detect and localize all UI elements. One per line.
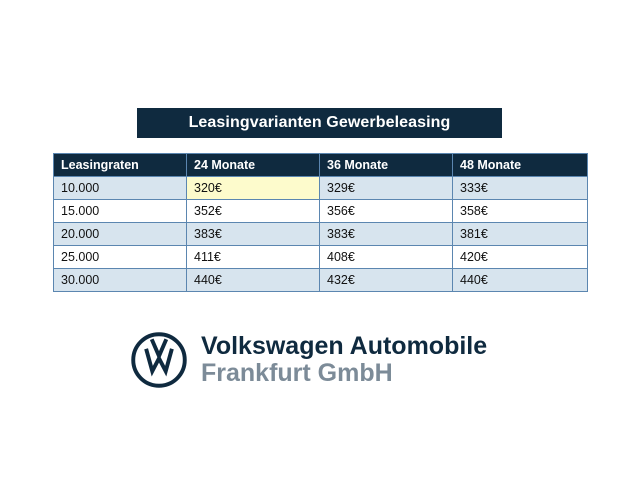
column-header-48-monate: 48 Monate [452,153,588,177]
dealer-brand: Volkswagen Automobile Frankfurt GmbH [131,330,487,390]
table-cell: 358€ [452,199,588,223]
page-title: Leasingvarianten Gewerbeleasing [137,108,502,138]
table-cell: 356€ [319,199,453,223]
table-cell: 408€ [319,245,453,269]
column-header-36-monate: 36 Monate [319,153,453,177]
table-row: 15.000 352€ 356€ 358€ [53,199,588,223]
table-row: 25.000 411€ 408€ 420€ [53,245,588,269]
brand-name: Volkswagen Automobile [201,332,488,360]
column-header-leasingraten: Leasingraten [53,153,187,177]
vw-logo-icon [131,332,187,388]
table-cell: 329€ [319,176,453,200]
table-cell: 30.000 [53,268,187,292]
table-cell: 352€ [186,199,320,223]
table-cell: 440€ [186,268,320,292]
leasing-table: Leasingraten 24 Monate 36 Monate 48 Mona… [53,153,588,292]
table-header-row: Leasingraten 24 Monate 36 Monate 48 Mona… [53,153,588,177]
table-cell: 420€ [452,245,588,269]
table-cell: 15.000 [53,199,187,223]
table-cell: 432€ [319,268,453,292]
table-row: 20.000 383€ 383€ 381€ [53,222,588,246]
table-row: 30.000 440€ 432€ 440€ [53,268,588,292]
table-cell: 10.000 [53,176,187,200]
table-cell: 381€ [452,222,588,246]
table-cell: 383€ [319,222,453,246]
table-cell-highlighted: 320€ [186,176,320,200]
table-cell: 25.000 [53,245,187,269]
table-cell: 411€ [186,245,320,269]
table-row: 10.000 320€ 329€ 333€ [53,176,588,200]
brand-location: Frankfurt GmbH [201,359,393,387]
table-cell: 20.000 [53,222,187,246]
table-cell: 440€ [452,268,588,292]
table-cell: 383€ [186,222,320,246]
brand-text: Volkswagen Automobile Frankfurt GmbH [201,333,487,387]
table-cell: 333€ [452,176,588,200]
column-header-24-monate: 24 Monate [186,153,320,177]
